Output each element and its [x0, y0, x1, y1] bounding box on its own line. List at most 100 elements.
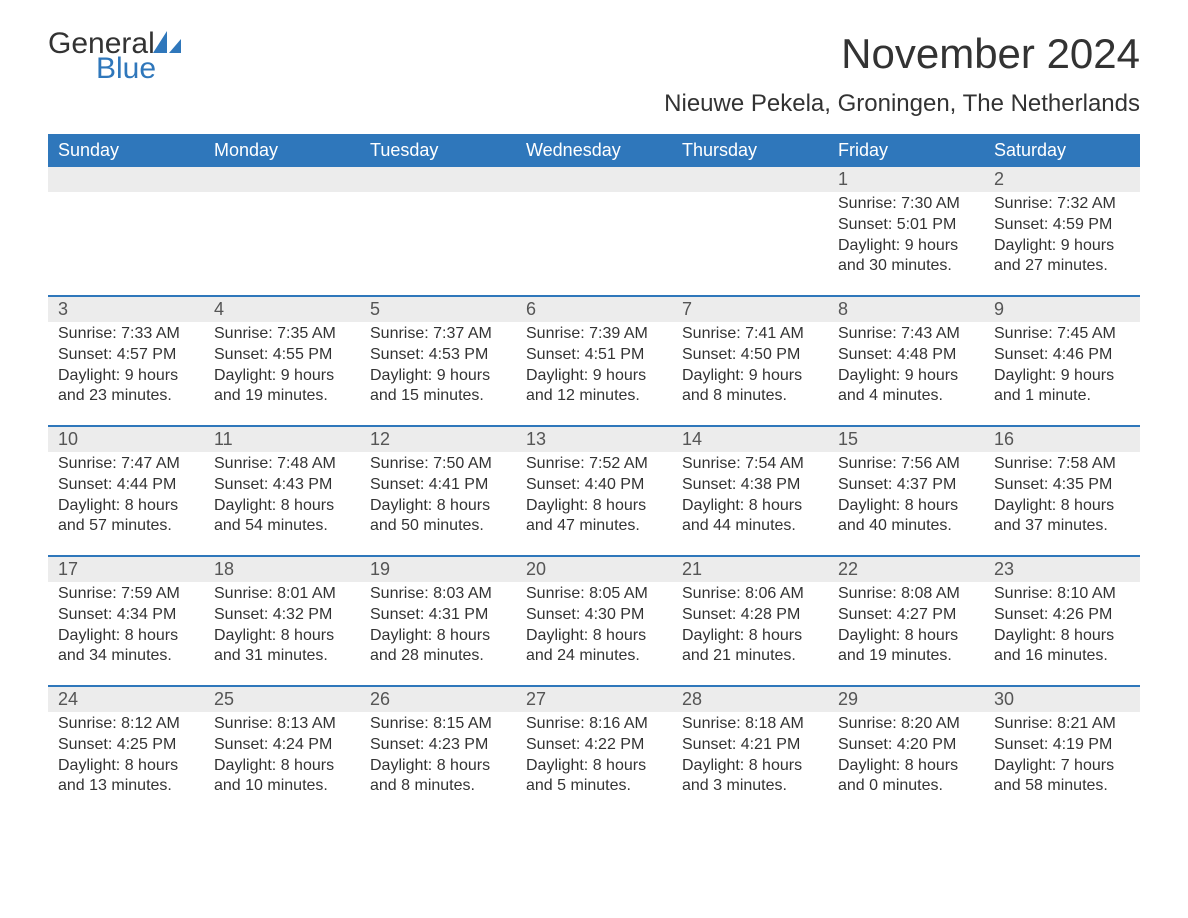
logo-text: General Blue — [48, 30, 181, 82]
sunrise-label: Sunrise: 8:20 AM — [838, 714, 974, 735]
day-cell — [516, 167, 672, 295]
sunrise-label: Sunrise: 8:13 AM — [214, 714, 350, 735]
sunrise-label: Sunrise: 7:45 AM — [994, 324, 1130, 345]
daylight-label: Daylight: 7 hours and 58 minutes. — [994, 756, 1130, 798]
day-details: Sunrise: 7:48 AMSunset: 4:43 PMDaylight:… — [204, 452, 360, 543]
sunset-label: Sunset: 4:38 PM — [682, 475, 818, 496]
daylight-label: Daylight: 9 hours and 8 minutes. — [682, 366, 818, 408]
day-details: Sunrise: 7:58 AMSunset: 4:35 PMDaylight:… — [984, 452, 1140, 543]
day-cell: 5Sunrise: 7:37 AMSunset: 4:53 PMDaylight… — [360, 297, 516, 425]
day-cell: 14Sunrise: 7:54 AMSunset: 4:38 PMDayligh… — [672, 427, 828, 555]
day-details: Sunrise: 7:37 AMSunset: 4:53 PMDaylight:… — [360, 322, 516, 413]
column-header: Sunday — [48, 134, 204, 167]
day-number — [672, 167, 828, 192]
day-number: 11 — [204, 427, 360, 452]
daylight-label: Daylight: 9 hours and 12 minutes. — [526, 366, 662, 408]
daylight-label: Daylight: 8 hours and 24 minutes. — [526, 626, 662, 668]
sunrise-label: Sunrise: 8:16 AM — [526, 714, 662, 735]
sunrise-label: Sunrise: 8:01 AM — [214, 584, 350, 605]
daylight-label: Daylight: 8 hours and 31 minutes. — [214, 626, 350, 668]
day-details: Sunrise: 7:41 AMSunset: 4:50 PMDaylight:… — [672, 322, 828, 413]
logo: General Blue — [48, 30, 181, 82]
day-number: 27 — [516, 687, 672, 712]
day-cell: 16Sunrise: 7:58 AMSunset: 4:35 PMDayligh… — [984, 427, 1140, 555]
day-number: 2 — [984, 167, 1140, 192]
location-label: Nieuwe Pekela, Groningen, The Netherland… — [664, 90, 1140, 118]
daylight-label: Daylight: 9 hours and 1 minute. — [994, 366, 1130, 408]
sunrise-label: Sunrise: 7:39 AM — [526, 324, 662, 345]
day-details: Sunrise: 8:08 AMSunset: 4:27 PMDaylight:… — [828, 582, 984, 673]
daylight-label: Daylight: 8 hours and 13 minutes. — [58, 756, 194, 798]
daylight-label: Daylight: 9 hours and 27 minutes. — [994, 236, 1130, 278]
day-details — [48, 192, 204, 200]
day-number: 3 — [48, 297, 204, 322]
daylight-label: Daylight: 8 hours and 57 minutes. — [58, 496, 194, 538]
calendar-body: 1Sunrise: 7:30 AMSunset: 5:01 PM Daylight… — [48, 167, 1140, 815]
sunset-label: Sunset: 4:35 PM — [994, 475, 1130, 496]
sunset-label: Sunset: 4:34 PM — [58, 605, 194, 626]
sunset-label: Sunset: 4:28 PM — [682, 605, 818, 626]
day-cell — [360, 167, 516, 295]
sunset-label: Sunset: 4:22 PM — [526, 735, 662, 756]
sunrise-label: Sunrise: 8:21 AM — [994, 714, 1130, 735]
day-number: 21 — [672, 557, 828, 582]
sunrise-label: Sunrise: 7:47 AM — [58, 454, 194, 475]
sunrise-label: Sunrise: 7:35 AM — [214, 324, 350, 345]
sunrise-label: Sunrise: 7:30 AM — [838, 194, 974, 215]
sunset-label: Sunset: 4:53 PM — [370, 345, 506, 366]
day-number: 1 — [828, 167, 984, 192]
sunset-label: Sunset: 4:48 PM — [838, 345, 974, 366]
column-header: Wednesday — [516, 134, 672, 167]
day-details — [204, 192, 360, 200]
day-cell: 6Sunrise: 7:39 AMSunset: 4:51 PMDaylight… — [516, 297, 672, 425]
sunrise-label: Sunrise: 7:54 AM — [682, 454, 818, 475]
day-number: 15 — [828, 427, 984, 452]
day-cell: 12Sunrise: 7:50 AMSunset: 4:41 PMDayligh… — [360, 427, 516, 555]
column-header: Thursday — [672, 134, 828, 167]
sunset-label: Sunset: 4:51 PM — [526, 345, 662, 366]
logo-sail-icon — [153, 30, 181, 57]
sunset-label: Sunset: 4:44 PM — [58, 475, 194, 496]
sunrise-label: Sunrise: 7:33 AM — [58, 324, 194, 345]
day-cell: 28Sunrise: 8:18 AMSunset: 4:21 PMDayligh… — [672, 687, 828, 815]
day-cell: 13Sunrise: 7:52 AMSunset: 4:40 PMDayligh… — [516, 427, 672, 555]
sunset-label: Sunset: 5:01 PM — [838, 215, 974, 236]
day-cell: 20Sunrise: 8:05 AMSunset: 4:30 PMDayligh… — [516, 557, 672, 685]
day-number — [204, 167, 360, 192]
daylight-label: Daylight: 8 hours and 3 minutes. — [682, 756, 818, 798]
day-number: 12 — [360, 427, 516, 452]
daylight-label: Daylight: 8 hours and 21 minutes. — [682, 626, 818, 668]
daylight-label: Daylight: 9 hours and 4 minutes. — [838, 366, 974, 408]
day-details: Sunrise: 8:01 AMSunset: 4:32 PMDaylight:… — [204, 582, 360, 673]
sunset-label: Sunset: 4:21 PM — [682, 735, 818, 756]
daylight-label: Daylight: 9 hours and 15 minutes. — [370, 366, 506, 408]
daylight-label: Daylight: 8 hours and 47 minutes. — [526, 496, 662, 538]
day-cell: 10Sunrise: 7:47 AMSunset: 4:44 PMDayligh… — [48, 427, 204, 555]
sunrise-label: Sunrise: 7:43 AM — [838, 324, 974, 345]
daylight-label: Daylight: 8 hours and 44 minutes. — [682, 496, 818, 538]
header: General Blue November 2024 Nieuwe Pekela… — [48, 30, 1140, 128]
day-details: Sunrise: 7:45 AMSunset: 4:46 PMDaylight:… — [984, 322, 1140, 413]
day-details: Sunrise: 7:35 AMSunset: 4:55 PMDaylight:… — [204, 322, 360, 413]
day-number: 23 — [984, 557, 1140, 582]
day-number: 10 — [48, 427, 204, 452]
sunrise-label: Sunrise: 7:37 AM — [370, 324, 506, 345]
sunrise-label: Sunrise: 7:32 AM — [994, 194, 1130, 215]
day-number: 28 — [672, 687, 828, 712]
sunrise-label: Sunrise: 8:18 AM — [682, 714, 818, 735]
daylight-label: Daylight: 9 hours and 23 minutes. — [58, 366, 194, 408]
day-number: 24 — [48, 687, 204, 712]
day-number: 30 — [984, 687, 1140, 712]
sunset-label: Sunset: 4:57 PM — [58, 345, 194, 366]
column-header: Monday — [204, 134, 360, 167]
day-cell: 2Sunrise: 7:32 AMSunset: 4:59 PMDaylight… — [984, 167, 1140, 295]
sunrise-label: Sunrise: 7:48 AM — [214, 454, 350, 475]
day-details: Sunrise: 7:32 AMSunset: 4:59 PMDaylight:… — [984, 192, 1140, 283]
day-details: Sunrise: 8:10 AMSunset: 4:26 PMDaylight:… — [984, 582, 1140, 673]
day-cell: 8Sunrise: 7:43 AMSunset: 4:48 PMDaylight… — [828, 297, 984, 425]
sunset-label: Sunset: 4:25 PM — [58, 735, 194, 756]
day-cell — [672, 167, 828, 295]
daylight-label: Daylight: 8 hours and 34 minutes. — [58, 626, 194, 668]
sunrise-label: Sunrise: 8:08 AM — [838, 584, 974, 605]
week-row: 1Sunrise: 7:30 AMSunset: 5:01 PM Daylight… — [48, 167, 1140, 295]
